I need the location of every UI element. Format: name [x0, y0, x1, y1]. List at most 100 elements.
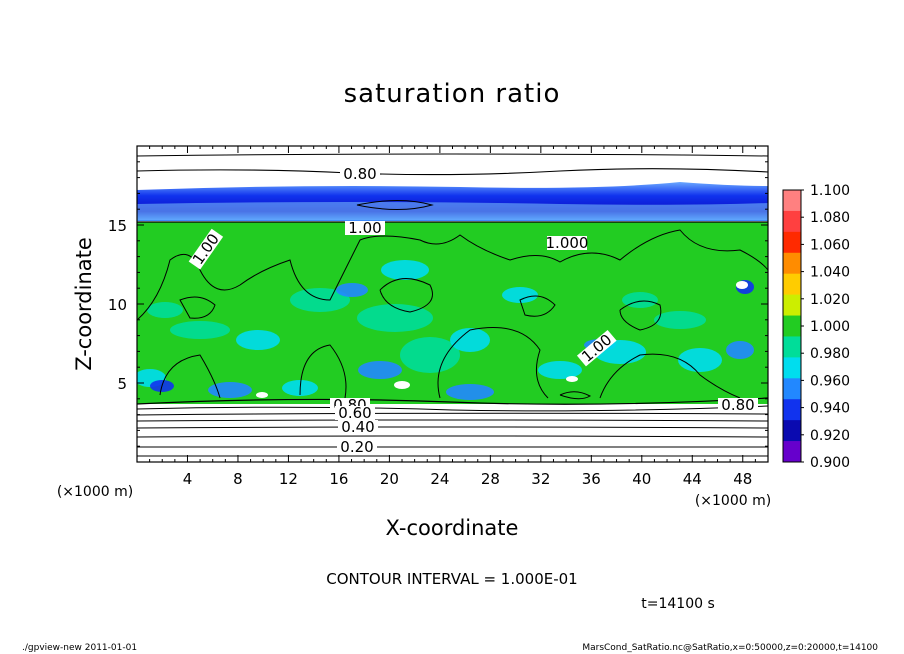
contour-label: 1.000 [546, 234, 589, 252]
contour-interval-label: CONTOUR INTERVAL = 1.000E-01 [326, 570, 577, 588]
contour-label-background [576, 329, 617, 367]
subsaturated-patch [208, 382, 252, 398]
contour-label-background [335, 406, 375, 420]
contour-label: 0.80 [721, 396, 754, 414]
contour-label-background [338, 420, 378, 434]
subsaturated-patch [358, 361, 402, 379]
contour-label: 0.80 [343, 165, 376, 183]
x-tick-label: 4 [183, 470, 193, 488]
dry-pocket [256, 392, 268, 398]
x-tick-label: 8 [233, 470, 243, 488]
contour-label-background [718, 398, 758, 412]
dry-pocket [394, 381, 410, 389]
contour-line [137, 426, 768, 429]
contour-line [356, 200, 434, 210]
subsaturated-patch [654, 311, 706, 329]
colorbar-swatch [783, 378, 801, 400]
colorbar-label: 0.940 [810, 401, 850, 417]
colorbar-label: 1.000 [810, 319, 850, 335]
contour-line [137, 168, 768, 176]
colorbar-swatch [783, 294, 801, 316]
contour-line [137, 446, 768, 448]
z-unit-label: (×1000 m) [57, 484, 133, 500]
contour-label: 0.40 [341, 418, 374, 436]
x-tick-label: 44 [683, 470, 702, 488]
y-axis-label: Z-coordinate [72, 237, 96, 371]
colorbar-label: 1.100 [810, 183, 850, 199]
x-tick-label: 24 [430, 470, 449, 488]
contour-line [519, 295, 556, 317]
subsaturated-patch [450, 328, 490, 352]
colorbar-swatch [783, 252, 801, 275]
contour-label-background [547, 236, 587, 250]
saturated-layer [137, 222, 768, 404]
footer-left: ./gpview-new 2011-01-01 [22, 643, 137, 653]
contour-line [619, 300, 662, 331]
colorbar-swatch [783, 357, 801, 379]
subsaturated-patch [381, 260, 429, 280]
subsaturated-patch [726, 341, 754, 359]
x-tick-label: 36 [582, 470, 601, 488]
subsaturated-patch [446, 384, 494, 400]
subsaturated-patch [502, 287, 538, 303]
dry-pocket [566, 376, 578, 382]
dry-pocket [736, 281, 748, 289]
contour-lines [137, 153, 768, 457]
y-tick-label: 5 [117, 375, 127, 393]
x-tick-label: 48 [733, 470, 752, 488]
time-label: t=14100 s [641, 596, 715, 612]
y-tick-label: 15 [108, 217, 127, 235]
colorbar-swatch [783, 315, 801, 337]
contour-line [137, 229, 768, 321]
colorbar-swatch [783, 399, 801, 421]
colorbar-swatch [783, 210, 801, 233]
contour-label: 0.20 [340, 438, 373, 456]
colorbar-label: 1.040 [810, 265, 850, 281]
y-tick-label: 10 [108, 296, 127, 314]
x-tick-label: 40 [632, 470, 651, 488]
x-axis-label: X-coordinate [386, 516, 519, 540]
x-unit-label: (×1000 m) [695, 493, 771, 509]
colorbar-swatch [783, 190, 801, 212]
colorbar-swatch [783, 336, 801, 358]
contour-label-background [345, 221, 385, 235]
subsaturated-patch [147, 302, 183, 318]
colorbar-swatch [783, 420, 801, 442]
x-tick-label: 28 [481, 470, 500, 488]
colorbar: 1.100 1.080 1.060 1.040 1.020 1.000 0.980 0.960… [782, 183, 850, 471]
contour-label-background [340, 167, 380, 181]
subsaturated-patch [336, 283, 368, 297]
contour-label-background [188, 228, 224, 270]
contour-line [159, 354, 221, 399]
contour-line [137, 455, 768, 457]
subsaturated-patch [400, 337, 460, 373]
x-tick-label: 32 [531, 470, 550, 488]
colorbar-label: 0.920 [810, 428, 850, 444]
plot-area [137, 146, 768, 462]
contour-line [137, 419, 768, 422]
subsaturated-patch [678, 348, 722, 372]
contour-line [437, 327, 549, 399]
contour-line [137, 412, 768, 416]
subsaturated-patch [170, 321, 230, 339]
colorbar-swatch [783, 231, 801, 254]
y-axis: 5 10 15 [108, 145, 768, 463]
contour-label: 0.60 [338, 404, 371, 422]
colorbar-label: 0.900 [810, 455, 850, 471]
x-tick-label: 20 [380, 470, 399, 488]
contour-line [599, 353, 741, 399]
contour-line [379, 278, 433, 313]
colorbar-swatch [783, 273, 801, 296]
subsaturated-patch [290, 288, 350, 312]
colorbar-label: 1.020 [810, 292, 850, 308]
contour-line [137, 435, 768, 438]
colorbar-label: 0.980 [810, 346, 850, 362]
colorbar-label: 1.080 [810, 210, 850, 226]
contour-line [137, 397, 768, 405]
chart-title: saturation ratio [344, 79, 561, 109]
contour-line [137, 405, 768, 412]
colorbar-label: 1.060 [810, 237, 850, 253]
contour-line [559, 391, 592, 400]
contour-line [137, 153, 768, 157]
